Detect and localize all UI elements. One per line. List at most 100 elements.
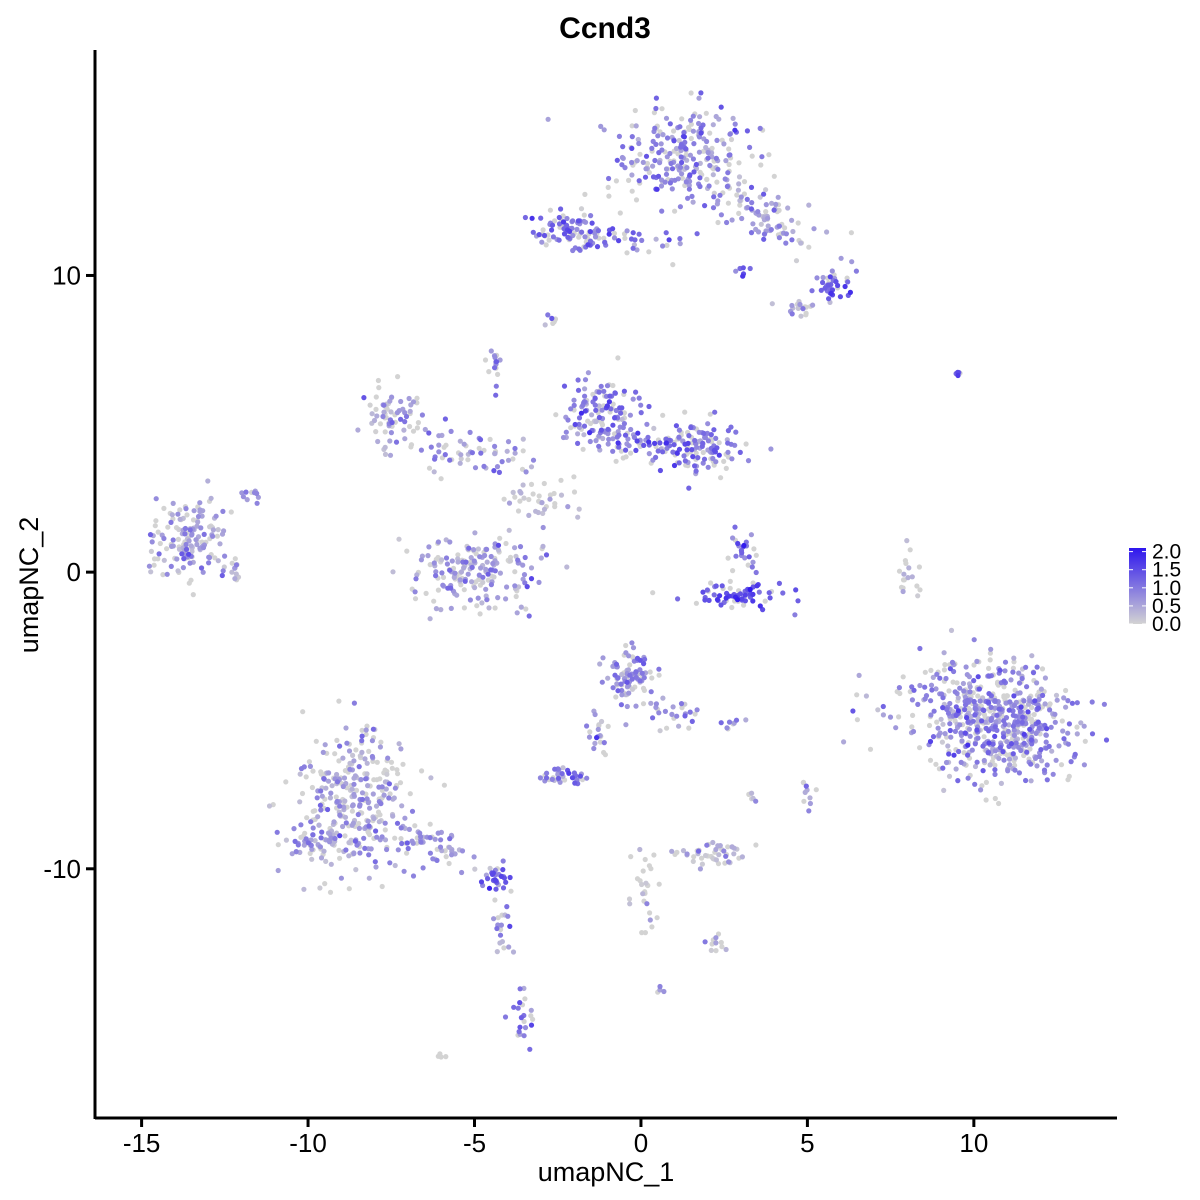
data-point	[626, 443, 632, 449]
data-point	[693, 161, 700, 168]
data-point	[1005, 768, 1011, 774]
data-point	[645, 434, 651, 440]
data-point	[240, 494, 246, 500]
data-point	[1049, 748, 1055, 754]
data-point	[207, 524, 213, 530]
data-point	[388, 430, 394, 436]
data-point	[461, 441, 467, 447]
data-point	[381, 409, 387, 415]
data-point	[565, 234, 571, 240]
data-point	[563, 429, 569, 435]
data-point	[497, 932, 504, 938]
data-point	[967, 684, 973, 690]
data-point	[684, 447, 690, 453]
data-point	[466, 545, 472, 551]
data-point	[208, 495, 214, 501]
data-point	[725, 170, 731, 176]
data-point	[1020, 714, 1026, 720]
data-point	[254, 490, 260, 497]
data-point	[1048, 724, 1054, 730]
data-point	[452, 570, 458, 576]
data-point	[996, 800, 1002, 807]
data-point	[323, 858, 329, 865]
data-point	[473, 579, 479, 585]
data-point	[710, 839, 716, 846]
data-point	[232, 556, 238, 562]
data-point	[974, 759, 980, 765]
data-point	[540, 510, 546, 516]
data-point	[568, 425, 574, 431]
data-point	[766, 590, 772, 596]
data-point	[382, 767, 388, 773]
data-point	[638, 402, 644, 408]
data-point	[686, 182, 692, 188]
data-point	[205, 478, 211, 484]
data-point	[528, 481, 535, 487]
data-point	[1030, 670, 1037, 676]
x-tick-label: 5	[800, 1128, 814, 1158]
data-point	[528, 1013, 534, 1019]
data-point	[695, 455, 701, 461]
data-point	[952, 689, 958, 695]
data-point	[210, 527, 216, 533]
data-point	[676, 723, 682, 729]
data-point	[587, 229, 593, 235]
data-point	[419, 412, 425, 418]
data-point	[146, 563, 152, 569]
data-point	[195, 513, 202, 520]
data-point	[195, 519, 201, 525]
data-point	[576, 246, 582, 252]
data-point	[806, 202, 812, 208]
data-point	[723, 595, 729, 601]
data-point	[556, 221, 563, 227]
data-point	[461, 565, 467, 571]
data-point	[517, 1000, 523, 1006]
data-point	[576, 421, 582, 427]
data-point	[594, 735, 600, 741]
data-point	[961, 688, 967, 694]
data-point	[1056, 743, 1062, 749]
data-point	[700, 440, 706, 446]
data-point	[523, 469, 529, 475]
data-point	[942, 731, 948, 737]
data-point	[447, 457, 453, 463]
data-point	[743, 717, 749, 723]
data-point	[716, 440, 722, 446]
data-point	[214, 533, 220, 539]
data-point	[930, 734, 937, 740]
data-point	[634, 247, 640, 253]
data-point	[587, 430, 593, 436]
data-point	[718, 939, 724, 946]
data-point	[487, 865, 493, 871]
data-point	[736, 174, 743, 180]
data-point	[928, 712, 934, 718]
data-point	[657, 983, 663, 990]
data-point	[431, 598, 437, 604]
data-point	[477, 611, 483, 617]
data-point	[346, 886, 352, 892]
data-point	[517, 488, 523, 495]
data-point	[756, 589, 762, 595]
data-point	[180, 565, 186, 571]
data-point	[674, 450, 680, 456]
data-point	[552, 766, 558, 772]
data-point	[378, 801, 384, 807]
data-point	[648, 689, 654, 695]
data-point	[623, 650, 629, 656]
data-point	[986, 673, 992, 679]
data-point	[382, 827, 388, 833]
data-point	[467, 429, 473, 435]
data-point	[673, 145, 680, 152]
data-point	[293, 849, 299, 855]
data-point	[957, 685, 963, 691]
data-point	[482, 552, 488, 559]
data-point	[747, 265, 753, 272]
data-point	[399, 840, 405, 847]
data-point	[679, 116, 685, 122]
data-point	[592, 711, 598, 718]
data-point	[998, 780, 1005, 787]
data-point	[1053, 757, 1059, 763]
data-point	[798, 240, 804, 246]
data-point	[435, 830, 441, 836]
data-point	[305, 840, 311, 846]
